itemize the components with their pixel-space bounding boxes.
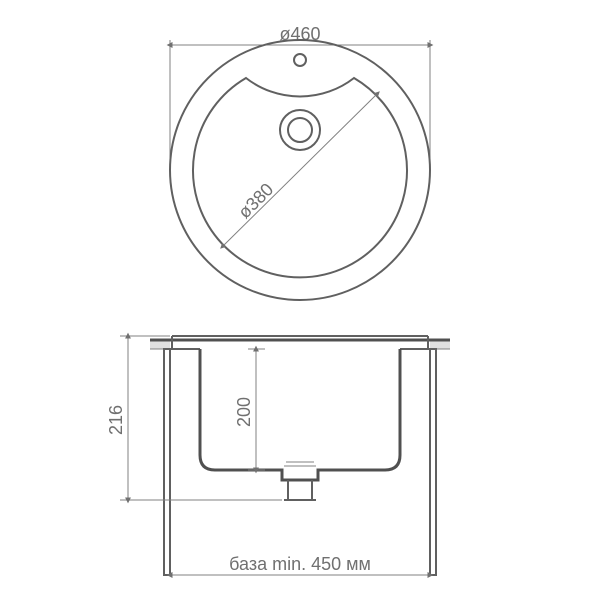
dim-depth-200: 200 xyxy=(234,349,265,470)
inner-diameter-label: ø380 xyxy=(234,179,277,222)
technical-drawing: ø460 ø380 xyxy=(0,0,600,600)
depth-label: 200 xyxy=(234,397,254,427)
top-view: ø380 xyxy=(170,40,430,300)
front-view: 216 200 база min. 450 мм xyxy=(106,336,450,575)
base-label: база min. 450 мм xyxy=(229,554,371,574)
dim-base: база min. 450 мм xyxy=(172,554,428,575)
height-label: 216 xyxy=(106,405,126,435)
